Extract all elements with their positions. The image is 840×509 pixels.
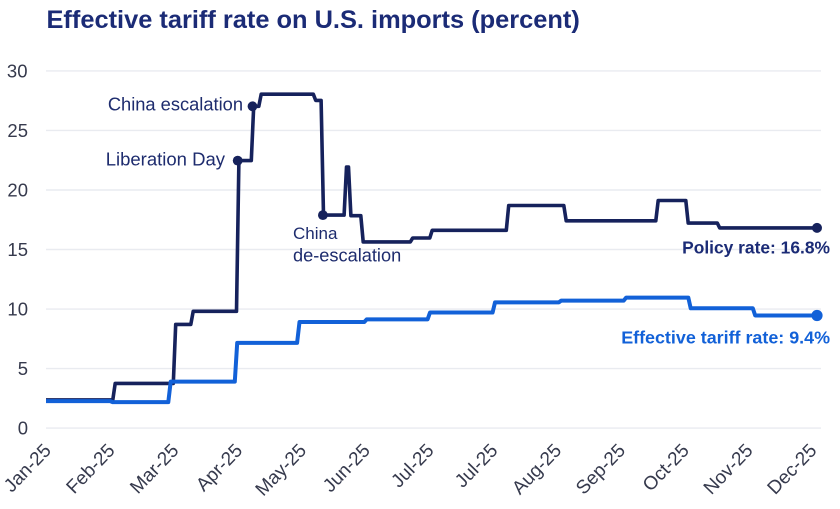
svg-text:de-escalation: de-escalation xyxy=(293,246,401,266)
svg-text:15: 15 xyxy=(7,239,28,260)
svg-text:Policy rate: 16.8%: Policy rate: 16.8% xyxy=(682,238,830,258)
svg-text:Effective tariff rate on U.S.: Effective tariff rate on U.S. imports (p… xyxy=(47,6,580,34)
svg-text:Effective tariff rate: 9.4%: Effective tariff rate: 9.4% xyxy=(621,328,830,348)
svg-text:25: 25 xyxy=(7,120,28,141)
svg-text:Liberation Day: Liberation Day xyxy=(106,149,226,170)
svg-text:20: 20 xyxy=(7,180,28,201)
svg-text:China escalation: China escalation xyxy=(108,94,243,115)
svg-text:0: 0 xyxy=(18,418,28,439)
svg-text:5: 5 xyxy=(18,358,28,379)
svg-text:10: 10 xyxy=(7,299,28,320)
svg-text:30: 30 xyxy=(7,60,28,81)
svg-text:China: China xyxy=(293,224,338,243)
